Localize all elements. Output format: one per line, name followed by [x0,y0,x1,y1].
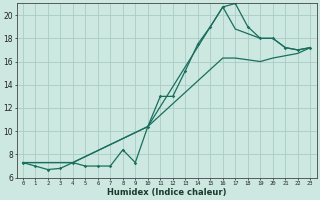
X-axis label: Humidex (Indice chaleur): Humidex (Indice chaleur) [107,188,226,197]
